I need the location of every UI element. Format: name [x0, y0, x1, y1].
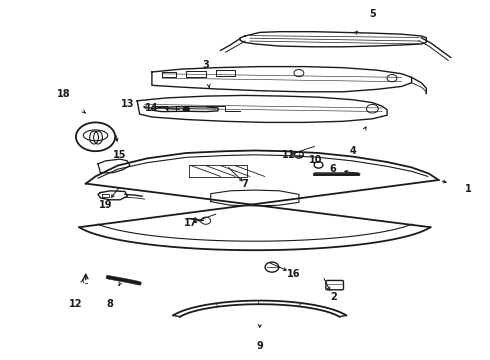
Circle shape [183, 107, 190, 112]
Text: 3: 3 [202, 60, 209, 70]
Text: 1: 1 [465, 184, 471, 194]
Text: 9: 9 [256, 341, 263, 351]
Text: 11: 11 [282, 150, 296, 160]
Text: 12: 12 [69, 299, 83, 309]
Text: 19: 19 [98, 200, 112, 210]
Text: 10: 10 [309, 155, 323, 165]
Text: 14: 14 [145, 103, 159, 113]
Text: 17: 17 [184, 218, 198, 228]
Text: 2: 2 [330, 292, 337, 302]
Text: 16: 16 [287, 269, 301, 279]
Text: 4: 4 [349, 146, 356, 156]
Text: 18: 18 [57, 89, 71, 99]
Text: 13: 13 [121, 99, 134, 109]
Text: 8: 8 [107, 299, 114, 309]
Text: 5: 5 [369, 9, 376, 19]
Text: 6: 6 [330, 164, 337, 174]
Text: 15: 15 [113, 150, 127, 160]
Text: 7: 7 [242, 179, 248, 189]
